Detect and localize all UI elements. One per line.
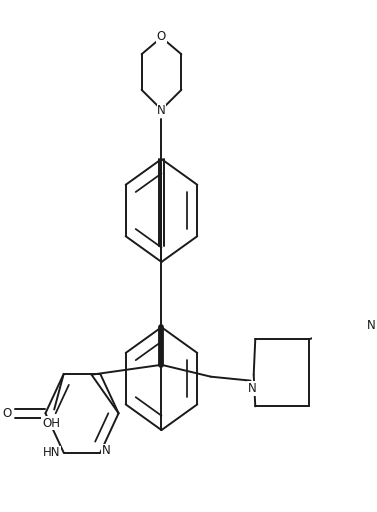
- Text: N: N: [367, 319, 376, 332]
- Text: O: O: [157, 30, 166, 43]
- Text: N: N: [157, 104, 166, 117]
- Text: HN: HN: [43, 446, 61, 459]
- Text: N: N: [248, 382, 256, 395]
- Text: N: N: [102, 444, 110, 457]
- Text: O: O: [3, 407, 12, 420]
- Text: OH: OH: [42, 417, 60, 430]
